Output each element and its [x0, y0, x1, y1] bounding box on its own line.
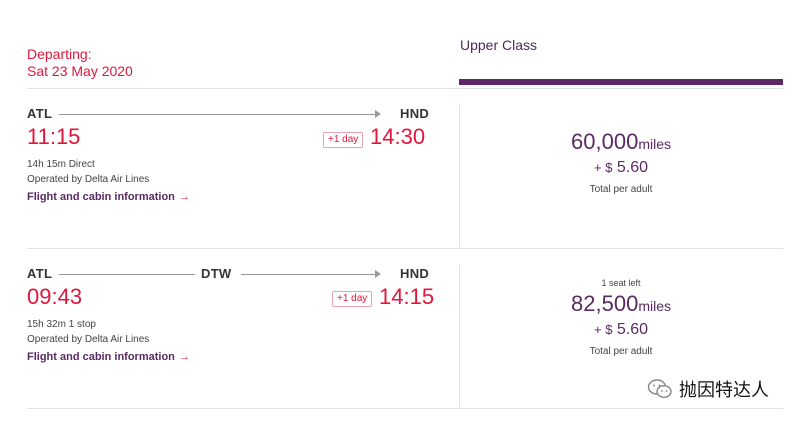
miles-amount: 82,500 [571, 291, 639, 316]
miles-amount: 60,000 [571, 129, 639, 154]
arrow-right-icon: → [178, 351, 190, 363]
tax-prefix: + $ [593, 322, 613, 337]
cabin-class-indicator [459, 79, 783, 85]
price-caption: Total per adult [589, 346, 653, 357]
departing-date: Sat 23 May 2020 [27, 63, 133, 79]
row-divider [27, 408, 783, 409]
flight-info-link-label: Flight and cabin information [27, 191, 175, 203]
depart-time: 11:15 [27, 124, 81, 149]
flight-info-link-label: Flight and cabin information [27, 351, 175, 363]
route-arrow-icon [375, 110, 381, 118]
arrive-time: 14:15 [379, 284, 435, 309]
watermark-text: 抛因特达人 [679, 380, 769, 401]
flight-info-link[interactable]: Flight and cabin information → [27, 191, 190, 203]
route-line [241, 274, 379, 275]
tax-price: + $ 5.60 [460, 158, 782, 178]
destination-airport: HND [400, 266, 430, 281]
flight-row[interactable]: ATL HND 11:15 +1 day 14:30 14h 15m Direc… [27, 89, 783, 249]
arrive-time: 14:30 [370, 124, 426, 149]
day-offset-badge: +1 day [323, 132, 364, 148]
seats-left: 1 seat left [601, 278, 641, 288]
header-divider [27, 88, 783, 89]
flight-duration: 14h 15m Direct [27, 159, 95, 170]
miles-price: 60,000miles [460, 129, 782, 158]
miles-unit: miles [638, 136, 671, 152]
flight-info-link[interactable]: Flight and cabin information → [27, 351, 190, 363]
day-offset-badge: +1 day [332, 291, 373, 307]
origin-airport: ATL [27, 266, 53, 281]
tax-price: + $ 5.60 [460, 320, 782, 340]
fare-option[interactable]: 60,000miles + $ 5.60 Total per adult [460, 129, 782, 195]
column-divider [459, 265, 460, 407]
watermark: 抛因特达人 [645, 377, 771, 401]
miles-price: 82,500miles [460, 291, 782, 320]
tax-prefix: + $ [593, 160, 613, 175]
column-divider [459, 105, 460, 247]
flight-duration: 15h 32m 1 stop [27, 319, 96, 330]
row-divider [27, 248, 783, 249]
stop-airport: DTW [201, 266, 232, 281]
cabin-class-tab[interactable]: Upper Class [460, 37, 538, 53]
destination-airport: HND [400, 106, 430, 121]
route-line [59, 274, 195, 275]
wechat-icon [647, 379, 672, 399]
departing-label: Departing: [27, 46, 92, 62]
tax-amount: 5.60 [616, 159, 649, 176]
tax-amount: 5.60 [616, 321, 649, 338]
depart-time: 09:43 [27, 284, 83, 309]
route-line [59, 114, 379, 115]
arrow-right-icon: → [178, 191, 190, 203]
fare-option[interactable]: 1 seat left 82,500miles + $ 5.60 Total p… [460, 278, 782, 357]
price-caption: Total per adult [589, 184, 653, 195]
miles-unit: miles [638, 298, 671, 314]
flight-operator: Operated by Delta Air Lines [27, 334, 150, 345]
flight-row[interactable]: ATL DTW HND 09:43 +1 day 14:15 15h 32m 1… [27, 249, 783, 409]
flight-operator: Operated by Delta Air Lines [27, 174, 150, 185]
route-arrow-icon [375, 270, 381, 278]
origin-airport: ATL [27, 106, 53, 121]
